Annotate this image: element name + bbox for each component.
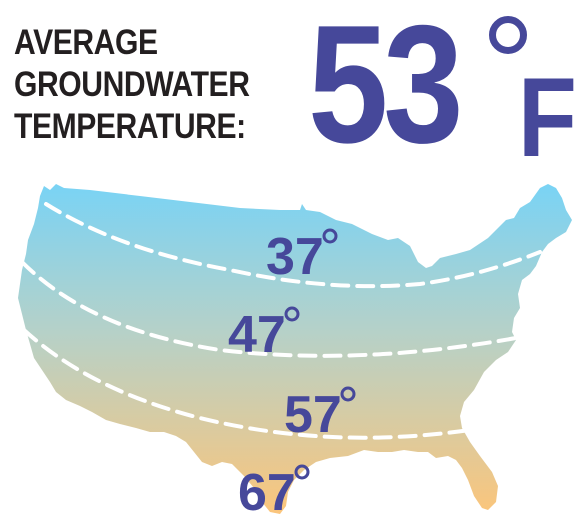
degree-icon (294, 464, 310, 480)
isotherm-line-47 (20, 260, 518, 358)
isotherm-labels: 37 47 57 67 (228, 228, 356, 519)
isotherm-label-47: 47 (228, 306, 286, 364)
title-line-3: TEMPERATURE: (14, 107, 246, 146)
title-line-1: AVERAGE (14, 23, 158, 62)
us-groundwater-map: 37 47 57 67 (0, 180, 584, 519)
us-map-svg: 37 47 57 67 (18, 184, 572, 519)
title-block: AVERAGE GROUNDWATER TEMPERATURE: (14, 22, 314, 148)
isotherm-label-67: 67 (238, 464, 296, 519)
title-line-2: GROUNDWATER (14, 65, 250, 104)
isotherm-lines (20, 202, 542, 440)
degree-icon (322, 228, 338, 244)
temperature-unit: F (518, 55, 577, 180)
us-map-shape (18, 184, 572, 514)
isotherm-label-57: 57 (284, 386, 342, 444)
isotherm-label-37: 37 (266, 228, 324, 286)
degree-icon (340, 386, 356, 402)
degree-icon (489, 16, 527, 54)
isotherm-line-37 (44, 202, 542, 289)
isotherm-line-57 (22, 328, 472, 440)
average-temperature-value: 53 (308, 0, 464, 178)
degree-icon (284, 306, 300, 322)
